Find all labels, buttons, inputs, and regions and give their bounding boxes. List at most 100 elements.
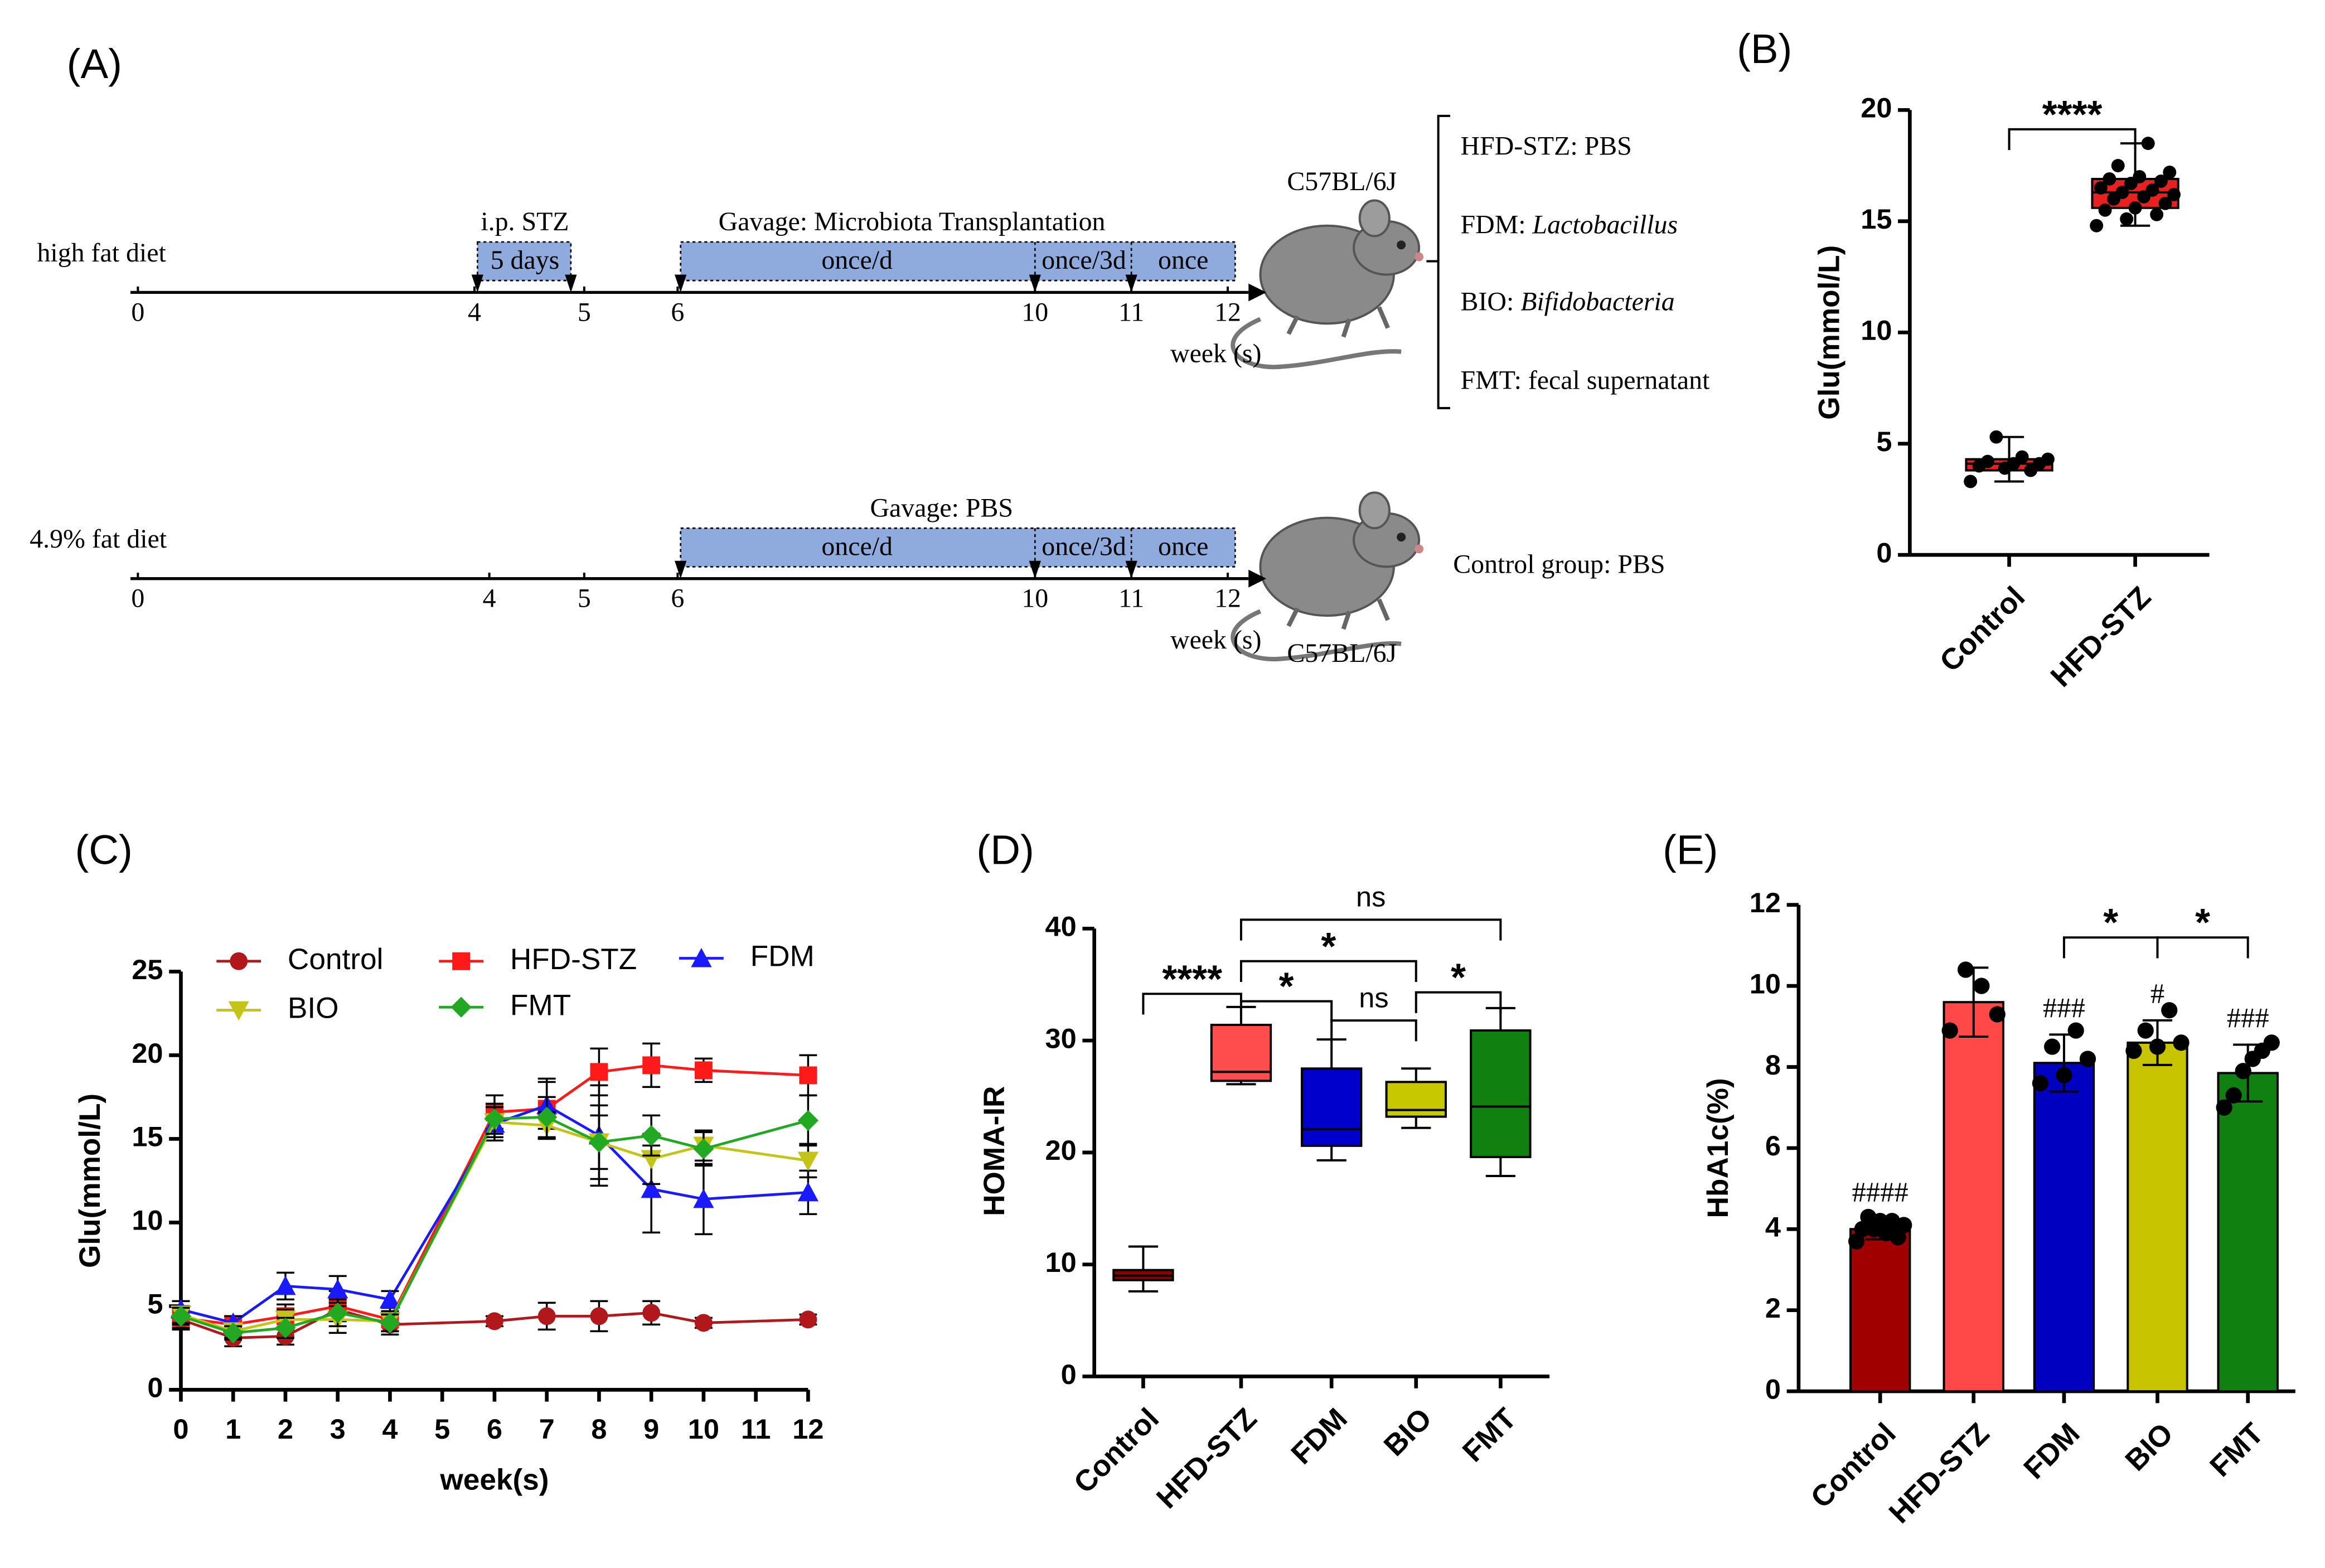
marker: [694, 1061, 713, 1080]
x-tick-label: HFD-STZ: [2045, 580, 2158, 694]
week-unit: week (s): [1170, 339, 1261, 369]
significance-bracket: [1415, 991, 1502, 1013]
x-tick-label: 1: [225, 1413, 241, 1445]
data-point: [1957, 961, 1974, 978]
significance-label: ****: [1162, 957, 1222, 1000]
marker: [799, 1310, 817, 1329]
y-tick-label: 0: [147, 1372, 163, 1404]
x-tick-label: 8: [591, 1413, 607, 1445]
marker: [379, 1289, 401, 1309]
data-point: [1941, 1022, 1958, 1039]
bar: [1943, 1001, 2004, 1393]
y-tick-label: 10: [1750, 967, 1781, 999]
data-point: [1989, 430, 2003, 444]
arrow-head: [675, 560, 687, 579]
data-point: [2067, 1022, 2084, 1039]
x-tick-label: Control: [1804, 1417, 1902, 1514]
data-point: [2225, 1087, 2242, 1104]
timeline-arrow: [1248, 569, 1267, 588]
significance-bracket: [1239, 960, 1417, 983]
legend-label: HFD-STZ: [510, 943, 637, 976]
data-point: [2120, 212, 2134, 226]
legend-marker: [451, 996, 472, 1018]
data-point: [2133, 170, 2147, 183]
data-point: [1860, 1208, 1877, 1226]
injection-duration: 5 days: [491, 245, 560, 275]
phase-label: once: [1158, 531, 1208, 561]
data-point: [2161, 1002, 2178, 1019]
y-tick-label: 6: [1765, 1130, 1781, 1162]
injection-title: i.p. STZ: [481, 207, 569, 236]
x-tick-label: 11: [741, 1413, 771, 1445]
week-label: 6: [671, 584, 684, 613]
arrow-head: [565, 274, 577, 293]
bar: [2033, 1062, 2095, 1393]
week-unit: week (s): [1170, 625, 1261, 655]
data-point: [2098, 203, 2112, 217]
marker: [642, 1304, 661, 1322]
panel-label: (A): [67, 41, 122, 87]
marker: [641, 1125, 662, 1146]
series-line: [180, 1120, 808, 1333]
y-tick-label: 10: [132, 1204, 163, 1236]
data-point: [2032, 1075, 2049, 1092]
data-point: [2125, 1042, 2142, 1059]
data-point: [2015, 450, 2029, 464]
week-label: 0: [131, 584, 144, 613]
marker: [641, 1178, 662, 1198]
y-tick-label: 30: [1045, 1022, 1077, 1054]
data-point: [1854, 1221, 1871, 1237]
data-point: [1883, 1213, 1901, 1230]
strain-label: C57BL/6J: [1287, 167, 1397, 196]
x-tick-label: Control: [1934, 580, 2031, 678]
timeline-arrow: [1248, 283, 1267, 302]
y-tick-label: 2: [1765, 1292, 1781, 1324]
legend-marker: [452, 952, 471, 970]
legend-label: BIO: [288, 992, 339, 1025]
y-tick-label: 10: [1861, 314, 1892, 346]
data-point: [2137, 1022, 2154, 1039]
group-treatment: PBS: [1617, 549, 1665, 579]
significance-bracket: [1239, 918, 1502, 941]
y-tick-label: 5: [147, 1288, 163, 1320]
marker: [797, 1182, 819, 1202]
phase-label: once/3d: [1042, 531, 1126, 561]
data-point: [2150, 207, 2164, 221]
panel-label: (D): [976, 826, 1034, 873]
diet-label: 4.9% fat diet: [30, 524, 167, 554]
x-axis-label: week(s): [439, 1463, 549, 1496]
bar: [2127, 1041, 2188, 1393]
arrow-head: [1125, 560, 1137, 579]
y-axis-label: HbA1c(%): [1702, 1078, 1735, 1218]
marker: [537, 1307, 556, 1325]
bar: [2217, 1072, 2279, 1393]
x-tick-label: FDM: [2017, 1417, 2086, 1485]
data-point: [2216, 1099, 2232, 1116]
data-point: [2158, 196, 2172, 210]
x-tick-label: 3: [330, 1413, 346, 1445]
x-tick-label: 9: [643, 1413, 659, 1445]
arrow-head: [1029, 274, 1041, 293]
arrow-head: [1125, 274, 1137, 293]
x-tick-label: HFD-STZ: [1150, 1402, 1263, 1515]
data-point: [2173, 1034, 2190, 1051]
marker: [588, 1131, 610, 1153]
marker: [693, 1138, 714, 1160]
significance-bracket: [2008, 128, 2137, 151]
week-label: 11: [1118, 584, 1144, 613]
group-name: BIO:: [1461, 287, 1521, 317]
data-point: [2103, 172, 2116, 186]
y-tick-label: 15: [1861, 203, 1892, 235]
significance-label: *: [1451, 956, 1466, 999]
gavage-title: Gavage: Microbiota Transplantation: [719, 207, 1106, 236]
group-label: Control group: PBS: [1453, 549, 1665, 579]
y-tick-label: 5: [1876, 425, 1892, 457]
data-point: [1981, 454, 1994, 468]
box: [1385, 1081, 1447, 1118]
x-tick-label: 7: [539, 1413, 555, 1445]
data-point: [2163, 166, 2177, 179]
group-treatment: Lactobacillus: [1532, 210, 1678, 239]
x-tick-label: 10: [688, 1413, 719, 1445]
group-name: HFD-STZ:: [1461, 131, 1585, 161]
